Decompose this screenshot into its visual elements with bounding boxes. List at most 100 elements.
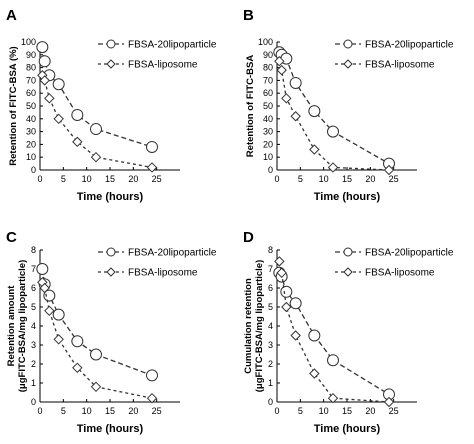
data-point-circle [36,41,49,54]
y-tick-label: 0 [31,165,36,175]
x-tick-label: 5 [298,174,303,184]
legend-marker-circle [106,39,116,49]
y-tick-label: 6 [268,283,273,293]
data-point-diamond [146,392,158,404]
y-tick-label: 70 [263,75,273,85]
y-tick-label: 90 [263,50,273,60]
data-point-diamond [44,93,55,104]
y-tick-label: 2 [31,359,36,369]
data-point-circle [71,108,84,121]
data-point-diamond [281,93,292,104]
data-point-circle [146,369,158,382]
x-axis-label: Time (hours) [77,423,144,435]
legend-marker-circle [343,39,353,49]
x-tick-label: 10 [319,174,329,184]
x-tick-label: 5 [61,406,66,416]
x-tick-label: 20 [365,174,375,184]
data-point-diamond [44,305,55,317]
data-point-diamond [276,64,287,76]
panel-D: D 0 1 2 3 4 5 6 7 8 0 5 10 15 20 25 Time (hours) Cumulati… [243,229,454,435]
panel-label: C [6,229,17,246]
legend-label: FBSA-liposome [365,268,435,279]
legend-label: FBSA-20lipoparticle [128,248,217,259]
data-point-circle [36,263,49,275]
y-tick-label: 80 [26,63,36,73]
y-tick-label: 3 [31,340,36,350]
y-tick-label: 60 [26,88,36,98]
data-point-circle [71,335,84,348]
data-point-diamond [90,151,102,163]
data-point-circle [308,329,321,342]
panel-label: B [243,7,254,24]
data-point-diamond [290,330,301,341]
y-axis-label: (μgFITC-BSA/mg lipoparticle) [254,260,265,392]
y-axis-label: (μgFITC-BSA/mg lipoparticle) [17,260,28,392]
x-tick-label: 20 [365,406,375,416]
data-point-diamond [281,301,292,313]
y-tick-label: 0 [31,397,36,407]
legend-marker-diamond [106,59,116,69]
y-tick-label: 2 [268,359,273,369]
x-tick-label: 20 [128,406,138,416]
y-tick-label: 40 [26,114,36,124]
y-tick-label: 3 [268,340,273,350]
legend-marker-circle [343,247,353,257]
y-tick-label: 100 [258,37,273,47]
data-point-diamond [72,136,83,148]
x-tick-label: 10 [82,174,92,184]
y-tick-label: 50 [26,101,36,111]
y-tick-label: 4 [31,321,36,331]
data-point-diamond [274,256,285,267]
y-tick-label: 100 [21,37,36,47]
x-tick-label: 0 [274,174,279,184]
legend-label: FBSA-liposome [128,268,198,279]
x-tick-label: 15 [342,406,352,416]
y-axis-label: Retention of FITC-BSA [245,55,256,158]
y-tick-label: 10 [26,152,36,162]
y-tick-label: 1 [268,378,273,388]
data-point-diamond [276,267,287,279]
legend-label: FBSA-20lipoparticle [365,40,454,51]
y-axis-label: Retention amount [6,285,17,367]
x-tick-label: 15 [342,174,352,184]
x-tick-label: 15 [105,406,115,416]
panel-A: A 0 10 20 30 40 50 60 70 80 90 100 0 5 10 15 20 25 Time (h… [6,7,217,203]
legend-label: FBSA-liposome [128,60,198,71]
data-point-circle [280,285,293,298]
y-axis-label: Cumulation retention [243,278,254,374]
y-tick-label: 6 [31,283,36,293]
legend-marker-diamond [106,267,116,277]
y-tick-label: 20 [26,139,36,149]
y-tick-label: 0 [268,165,273,175]
y-axis-label: Retention of FITC-BSA (%) [8,46,19,165]
y-tick-label: 40 [263,114,273,124]
x-tick-label: 25 [152,406,162,416]
panel-label: A [6,7,17,24]
x-tick-label: 15 [105,174,115,184]
data-point-diamond [53,113,64,125]
x-tick-label: 25 [152,174,162,184]
legend-label: FBSA-20lipoparticle [128,40,217,51]
data-point-diamond [72,362,83,374]
panel-label: D [243,229,254,246]
data-point-circle [146,140,158,153]
data-point-diamond [309,368,320,379]
y-tick-label: 5 [31,302,36,312]
y-tick-label: 50 [263,101,273,111]
data-point-circle [52,78,65,91]
data-point-circle [289,297,302,310]
data-point-diamond [383,164,395,176]
data-point-circle [308,105,321,118]
legend-marker-diamond [343,59,353,69]
x-tick-label: 20 [128,174,138,184]
x-axis-label: Time (hours) [77,191,144,203]
y-tick-label: 10 [263,152,273,162]
panel-B: B 0 10 20 30 40 50 60 70 80 90 100 0 5 10 15 20 25 Time (h… [243,7,454,203]
data-point-circle [43,289,56,302]
data-point-circle [52,308,65,321]
data-point-diamond [383,396,395,408]
y-tick-label: 8 [31,245,36,255]
x-tick-label: 25 [389,406,399,416]
y-tick-label: 7 [268,264,273,274]
